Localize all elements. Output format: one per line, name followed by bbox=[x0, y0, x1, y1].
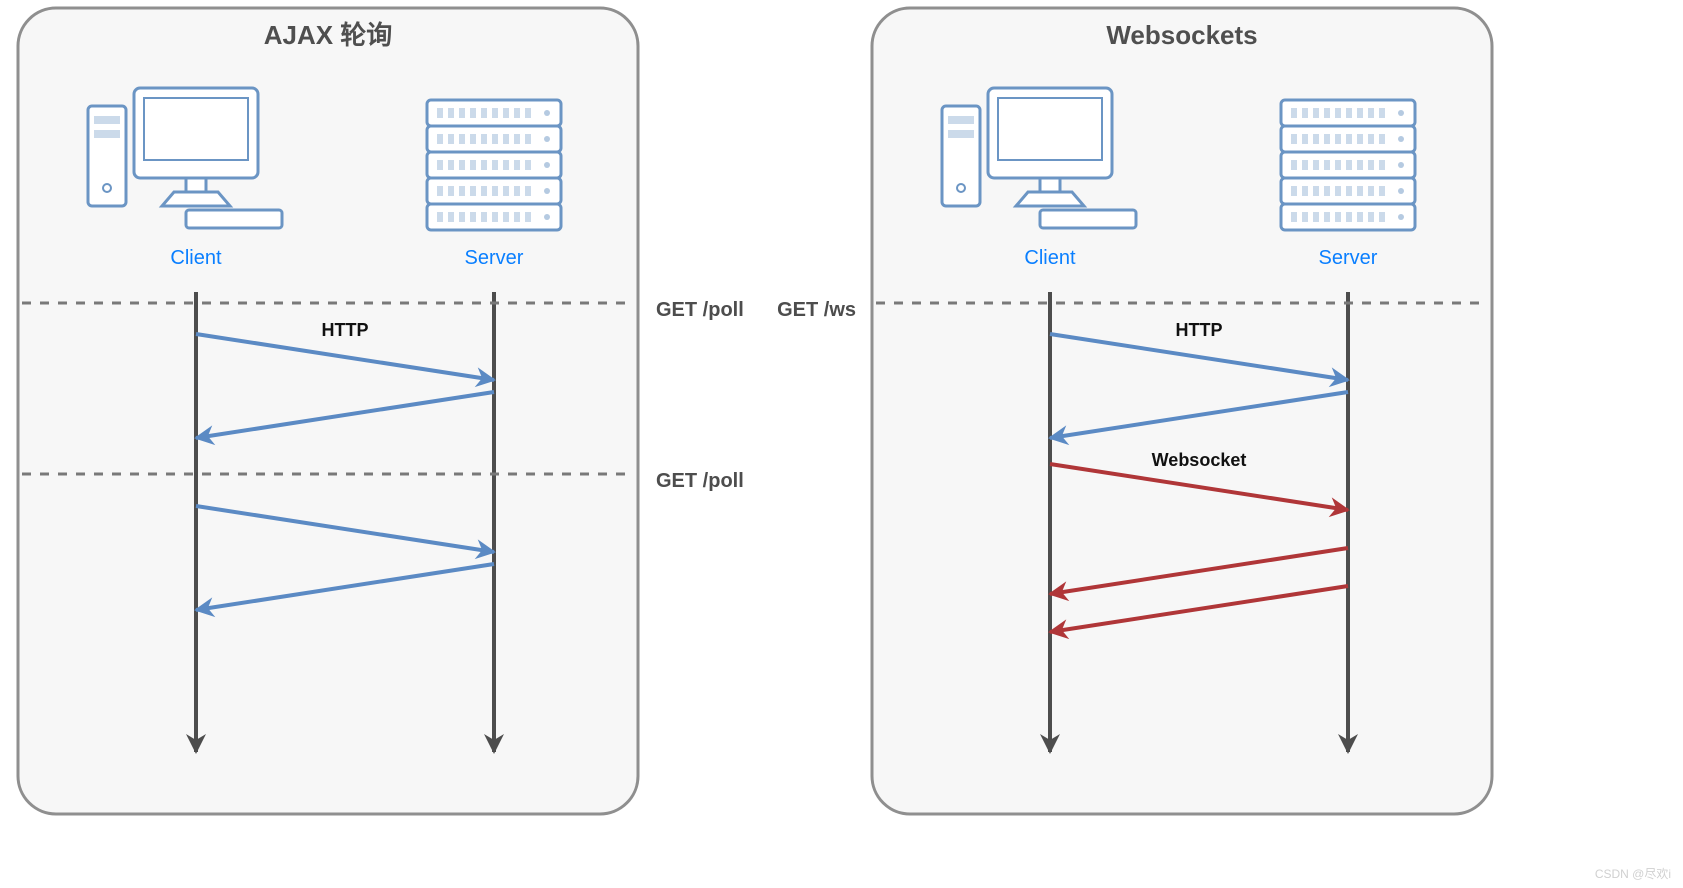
server-label: Server bbox=[465, 247, 524, 269]
msg-label-ws-2: Websocket bbox=[1152, 450, 1247, 470]
diagram-canvas: AJAX 轮询 Client Server Websockets Client Serve… bbox=[0, 0, 1683, 888]
outside-label-1: GET /ws bbox=[777, 299, 856, 321]
diagram-svg: AJAX 轮询 Client Server Websockets Client Serve… bbox=[0, 0, 1683, 888]
server-icon bbox=[1281, 100, 1415, 230]
server-icon bbox=[427, 100, 561, 230]
outside-label-0: GET /poll bbox=[656, 299, 744, 321]
client-label: Client bbox=[170, 247, 222, 269]
watermark: CSDN @尽欢i bbox=[1595, 865, 1671, 882]
msg-label-ws-0: HTTP bbox=[1176, 320, 1223, 340]
server-label: Server bbox=[1319, 247, 1378, 269]
panel-title-ajax: AJAX 轮询 bbox=[264, 20, 393, 50]
panel-title-ws: Websockets bbox=[1106, 20, 1257, 50]
client-label: Client bbox=[1024, 247, 1076, 269]
outside-label-2: GET /poll bbox=[656, 470, 744, 492]
msg-label-ajax-0: HTTP bbox=[322, 320, 369, 340]
